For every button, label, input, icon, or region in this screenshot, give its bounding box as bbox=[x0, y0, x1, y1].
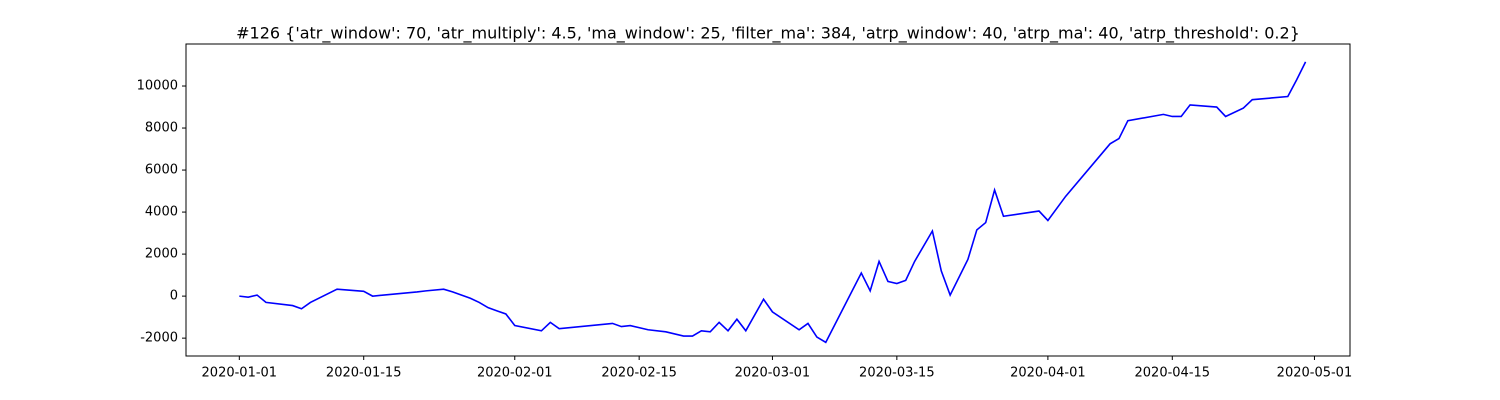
y-tick-label: 0 bbox=[170, 289, 178, 304]
y-tick-label: -2000 bbox=[140, 331, 178, 346]
x-tick-label: 2020-04-01 bbox=[1010, 366, 1086, 381]
x-tick-label: 2020-01-15 bbox=[326, 366, 402, 381]
y-tick-label: 2000 bbox=[145, 247, 178, 262]
x-tick-label: 2020-01-01 bbox=[202, 366, 278, 381]
y-tick-label: 6000 bbox=[145, 163, 178, 178]
x-tick-label: 2020-02-15 bbox=[601, 366, 677, 381]
x-tick-label: 2020-03-01 bbox=[735, 366, 811, 381]
x-tick-label: 2020-02-01 bbox=[477, 366, 553, 381]
plot-frame bbox=[185, 43, 1351, 357]
x-tick-label: 2020-05-01 bbox=[1277, 366, 1353, 381]
x-tick-label: 2020-04-15 bbox=[1135, 366, 1211, 381]
chart-title: #126 {'atr_window': 70, 'atr_multiply': … bbox=[236, 24, 1300, 44]
y-tick-label: 8000 bbox=[145, 121, 178, 136]
y-tick-label: 10000 bbox=[137, 79, 178, 94]
data-line bbox=[239, 61, 1307, 344]
y-tick-label: 4000 bbox=[145, 205, 178, 220]
x-tick-label: 2020-03-15 bbox=[859, 366, 935, 381]
